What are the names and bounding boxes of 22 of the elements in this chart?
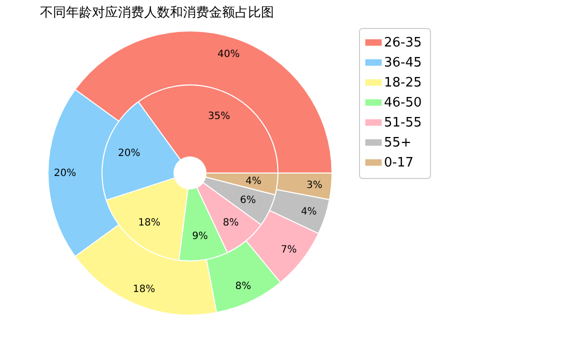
data-label: 18% xyxy=(138,217,160,228)
legend-label: 51-55 xyxy=(384,116,422,130)
data-label: 4% xyxy=(300,206,317,218)
data-label: 8% xyxy=(222,217,239,228)
data-label: 4% xyxy=(246,176,262,188)
legend-label: 55+ xyxy=(384,136,412,150)
data-label: 20% xyxy=(118,148,140,160)
data-label: 8% xyxy=(235,281,252,292)
chart-title: 不同年龄对应消费人数和消费金额占比图 xyxy=(40,4,274,20)
legend-label: 18-25 xyxy=(384,76,422,90)
legend-label: 36-45 xyxy=(384,56,422,70)
legend-label: 26-35 xyxy=(384,36,422,50)
data-label: 3% xyxy=(306,180,322,191)
data-label: 18% xyxy=(132,284,156,296)
data-label: 40% xyxy=(218,49,240,60)
legend-label: 46-50 xyxy=(384,96,422,110)
data-label: 6% xyxy=(240,195,256,206)
data-label: 9% xyxy=(192,231,208,242)
data-label: 20% xyxy=(54,168,76,179)
legend-label: 0-17 xyxy=(384,156,414,170)
data-label: 7% xyxy=(280,244,297,256)
data-label: 35% xyxy=(208,110,230,122)
